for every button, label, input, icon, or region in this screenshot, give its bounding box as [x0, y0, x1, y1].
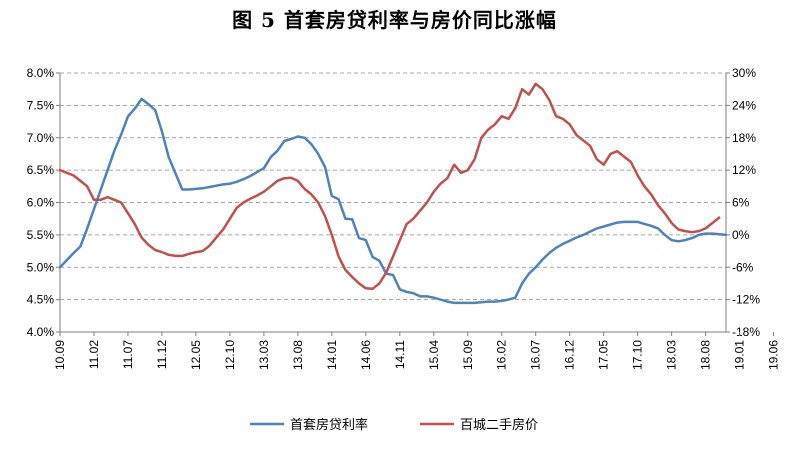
x-tick-label: 15.04	[427, 340, 441, 370]
x-tick-label: 16.12	[563, 340, 577, 370]
y-left-tick-label: 5.0%	[27, 260, 55, 274]
x-tick-label: 16.07	[529, 340, 543, 370]
x-tick-label: 19.06	[767, 340, 781, 370]
legend-label-1: 首套房贷利率	[290, 417, 368, 433]
x-tick-label: 17.05	[597, 340, 611, 370]
y-right-tick-label: 12%	[732, 163, 756, 177]
y-left-tick-label: 7.5%	[27, 98, 55, 112]
y-left-tick-label: 5.5%	[27, 228, 55, 242]
y-left-tick-label: 7.0%	[27, 131, 55, 145]
x-tick-label: 13.03	[257, 340, 271, 370]
x-tick-label: 11.02	[87, 340, 101, 369]
y-right-tick-label: -12%	[732, 293, 760, 307]
y-right-tick-label: 24%	[732, 98, 756, 112]
x-tick-label: 18.08	[699, 340, 713, 370]
y-left-tick-label: 4.0%	[27, 325, 55, 339]
x-tick-label: 11.12	[155, 340, 169, 369]
x-tick-label: 12.05	[189, 340, 203, 370]
x-tick-label: 15.09	[461, 340, 475, 370]
chart-title: 图 5 首套房贷利率与房价同比涨幅	[232, 8, 557, 32]
x-tick-label: 14.11	[393, 340, 407, 369]
y-right-tick-label: 6%	[732, 196, 750, 210]
x-tick-label: 17.10	[631, 340, 645, 370]
x-tick-label: 19.01	[733, 340, 747, 370]
x-tick-label: 11.07	[121, 340, 135, 369]
y-left-tick-label: 6.5%	[27, 163, 55, 177]
y-right-tick-label: 18%	[732, 131, 756, 145]
y-right-tick-label: 0%	[732, 228, 750, 242]
x-tick-label: 14.06	[359, 340, 373, 370]
y-right-tick-label: 30%	[732, 66, 756, 80]
x-tick-label: 10.09	[53, 340, 67, 370]
series-line-2	[58, 82, 721, 291]
x-tick-label: 12.10	[223, 340, 237, 370]
y-right-tick-label: -6%	[732, 260, 754, 274]
y-left-tick-label: 4.5%	[27, 293, 55, 307]
x-tick-label: 13.08	[291, 340, 305, 370]
x-tick-label: 14.01	[325, 340, 339, 370]
y-left-tick-label: 8.0%	[27, 66, 55, 80]
y-right-tick-label: -18%	[732, 325, 760, 339]
legend-label-2: 百城二手房价	[460, 417, 538, 433]
y-left-tick-label: 6.0%	[27, 196, 55, 210]
series-line-1	[58, 97, 728, 305]
x-tick-label: 18.03	[665, 340, 679, 370]
x-tick-label: 16.02	[495, 340, 509, 370]
